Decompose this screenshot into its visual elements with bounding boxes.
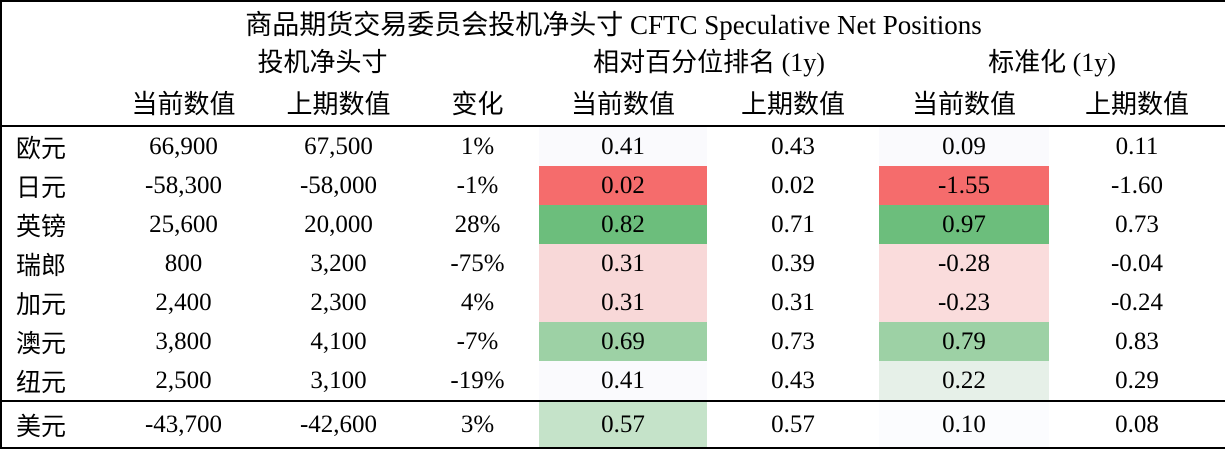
- spec-previous-value: -42,600: [261, 400, 416, 448]
- std-current-value: 0.09: [879, 126, 1049, 166]
- currency-label: 欧元: [16, 135, 67, 163]
- currency-label: 英镑: [16, 213, 67, 241]
- sub-header-std-current: 当前数值: [879, 79, 1049, 127]
- change-value: 4%: [460, 288, 495, 316]
- sub-header-std-previous: 上期数值: [1049, 79, 1225, 127]
- pct-previous-value: 0.73: [771, 327, 815, 355]
- std-current-value: 0.10: [879, 400, 1049, 448]
- table-row: 澳元 3,800 4,100 -7% 0.69 0.73 0.79 0.83: [1, 322, 1225, 361]
- currency-column-header: [1, 79, 106, 127]
- currency-label: 美元: [1, 400, 106, 448]
- currency-label: 瑞郎: [16, 252, 67, 280]
- spec-current-value: 800: [164, 249, 203, 277]
- std-current-value: -0.28: [879, 244, 1049, 283]
- sub-header-spec-current: 当前数值: [106, 79, 261, 127]
- table-row: 加元 2,400 2,300 4% 0.31 0.31 -0.23 -0.24: [1, 283, 1225, 322]
- table-row: 美元 -43,700 -42,600 3% 0.57 0.57 0.10 0.08: [1, 400, 1225, 448]
- change-value: 1%: [460, 132, 495, 160]
- spec-previous-value: 3,200: [310, 249, 367, 277]
- pct-previous-value: 0.43: [771, 132, 815, 160]
- std-previous-value: 0.29: [1115, 366, 1159, 394]
- table-row: 欧元 66,900 67,500 1% 0.41 0.43 0.09 0.11: [1, 126, 1225, 166]
- change-value: -1%: [456, 171, 499, 199]
- sub-header-row: 当前数值 上期数值 变化 当前数值 上期数值 当前数值 上期数值: [1, 79, 1225, 127]
- std-current-value: 0.79: [879, 322, 1049, 361]
- currency-label: 澳元: [16, 330, 67, 358]
- spec-previous-value: 2,300: [310, 288, 367, 316]
- pct-current-value: 0.02: [539, 166, 707, 205]
- pct-current-value: 0.41: [539, 126, 707, 166]
- group-header-row: 投机净头寸 相对百分位排名 (1y) 标准化 (1y): [1, 42, 1225, 79]
- pct-previous-value: 0.57: [707, 400, 879, 448]
- pct-current-value: 0.31: [539, 283, 707, 322]
- std-current-value: -1.55: [879, 166, 1049, 205]
- table-header: 商品期货交易委员会投机净头寸 CFTC Speculative Net Posi…: [1, 1, 1225, 127]
- group-header-percentile-rank: 相对百分位排名 (1y): [593, 48, 825, 77]
- sub-header-pct-current: 当前数值: [539, 79, 707, 127]
- pct-current-value: 0.31: [539, 244, 707, 283]
- pct-previous-value: 0.02: [771, 171, 815, 199]
- change-value: -19%: [450, 366, 505, 394]
- spec-previous-value: 20,000: [304, 210, 373, 238]
- spec-previous-value: 3,100: [310, 366, 367, 394]
- currency-group-header-spacer: [1, 42, 106, 79]
- table-row: 英镑 25,600 20,000 28% 0.82 0.71 0.97 0.73: [1, 205, 1225, 244]
- spec-current-value: 2,400: [155, 288, 212, 316]
- std-previous-value: 0.73: [1115, 210, 1159, 238]
- std-current-value: 0.22: [879, 361, 1049, 401]
- sub-header-pct-previous: 上期数值: [707, 79, 879, 127]
- pct-previous-value: 0.71: [771, 210, 815, 238]
- spec-previous-value: -58,000: [299, 171, 378, 199]
- change-value: 3%: [416, 400, 539, 448]
- std-current-value: 0.97: [879, 205, 1049, 244]
- pct-previous-value: 0.39: [771, 249, 815, 277]
- std-previous-value: -1.60: [1110, 171, 1164, 199]
- spec-previous-value: 4,100: [310, 327, 367, 355]
- group-header-speculative-net-positions: 投机净头寸: [257, 48, 388, 77]
- spec-current-value: 2,500: [155, 366, 212, 394]
- sub-header-change: 变化: [416, 79, 539, 127]
- pct-current-value: 0.57: [539, 400, 707, 448]
- std-previous-value: -0.24: [1110, 288, 1164, 316]
- spec-current-value: 3,800: [155, 327, 212, 355]
- title-row: 商品期货交易委员会投机净头寸 CFTC Speculative Net Posi…: [1, 1, 1225, 42]
- currency-label: 加元: [16, 291, 67, 319]
- spec-current-value: -58,300: [144, 171, 223, 199]
- table-title: 商品期货交易委员会投机净头寸 CFTC Speculative Net Posi…: [245, 9, 982, 40]
- table-row: 纽元 2,500 3,100 -19% 0.41 0.43 0.22 0.29: [1, 361, 1225, 401]
- spec-current-value: 25,600: [149, 210, 218, 238]
- pct-current-value: 0.41: [539, 361, 707, 401]
- std-previous-value: -0.04: [1110, 249, 1164, 277]
- std-previous-value: 0.11: [1115, 132, 1159, 160]
- pct-current-value: 0.69: [539, 322, 707, 361]
- currency-label: 日元: [16, 174, 67, 202]
- std-previous-value: 0.08: [1049, 400, 1225, 448]
- change-value: -7%: [456, 327, 499, 355]
- pct-previous-value: 0.31: [771, 288, 815, 316]
- currency-label: 纽元: [16, 369, 67, 397]
- table-body: 欧元 66,900 67,500 1% 0.41 0.43 0.09 0.11 日元 -58,30…: [1, 126, 1225, 448]
- pct-previous-value: 0.43: [771, 366, 815, 394]
- group-header-standardized: 标准化 (1y): [988, 48, 1116, 77]
- spec-current-value: -43,700: [106, 400, 261, 448]
- table-row: 瑞郎 800 3,200 -75% 0.31 0.39 -0.28 -0.04: [1, 244, 1225, 283]
- change-value: 28%: [454, 210, 501, 238]
- change-value: -75%: [450, 249, 505, 277]
- table-row: 日元 -58,300 -58,000 -1% 0.02 0.02 -1.55 -1.60: [1, 166, 1225, 205]
- pct-current-value: 0.82: [539, 205, 707, 244]
- spec-previous-value: 67,500: [304, 132, 373, 160]
- std-current-value: -0.23: [879, 283, 1049, 322]
- std-previous-value: 0.83: [1115, 327, 1159, 355]
- spec-current-value: 66,900: [149, 132, 218, 160]
- sub-header-spec-previous: 上期数值: [261, 79, 416, 127]
